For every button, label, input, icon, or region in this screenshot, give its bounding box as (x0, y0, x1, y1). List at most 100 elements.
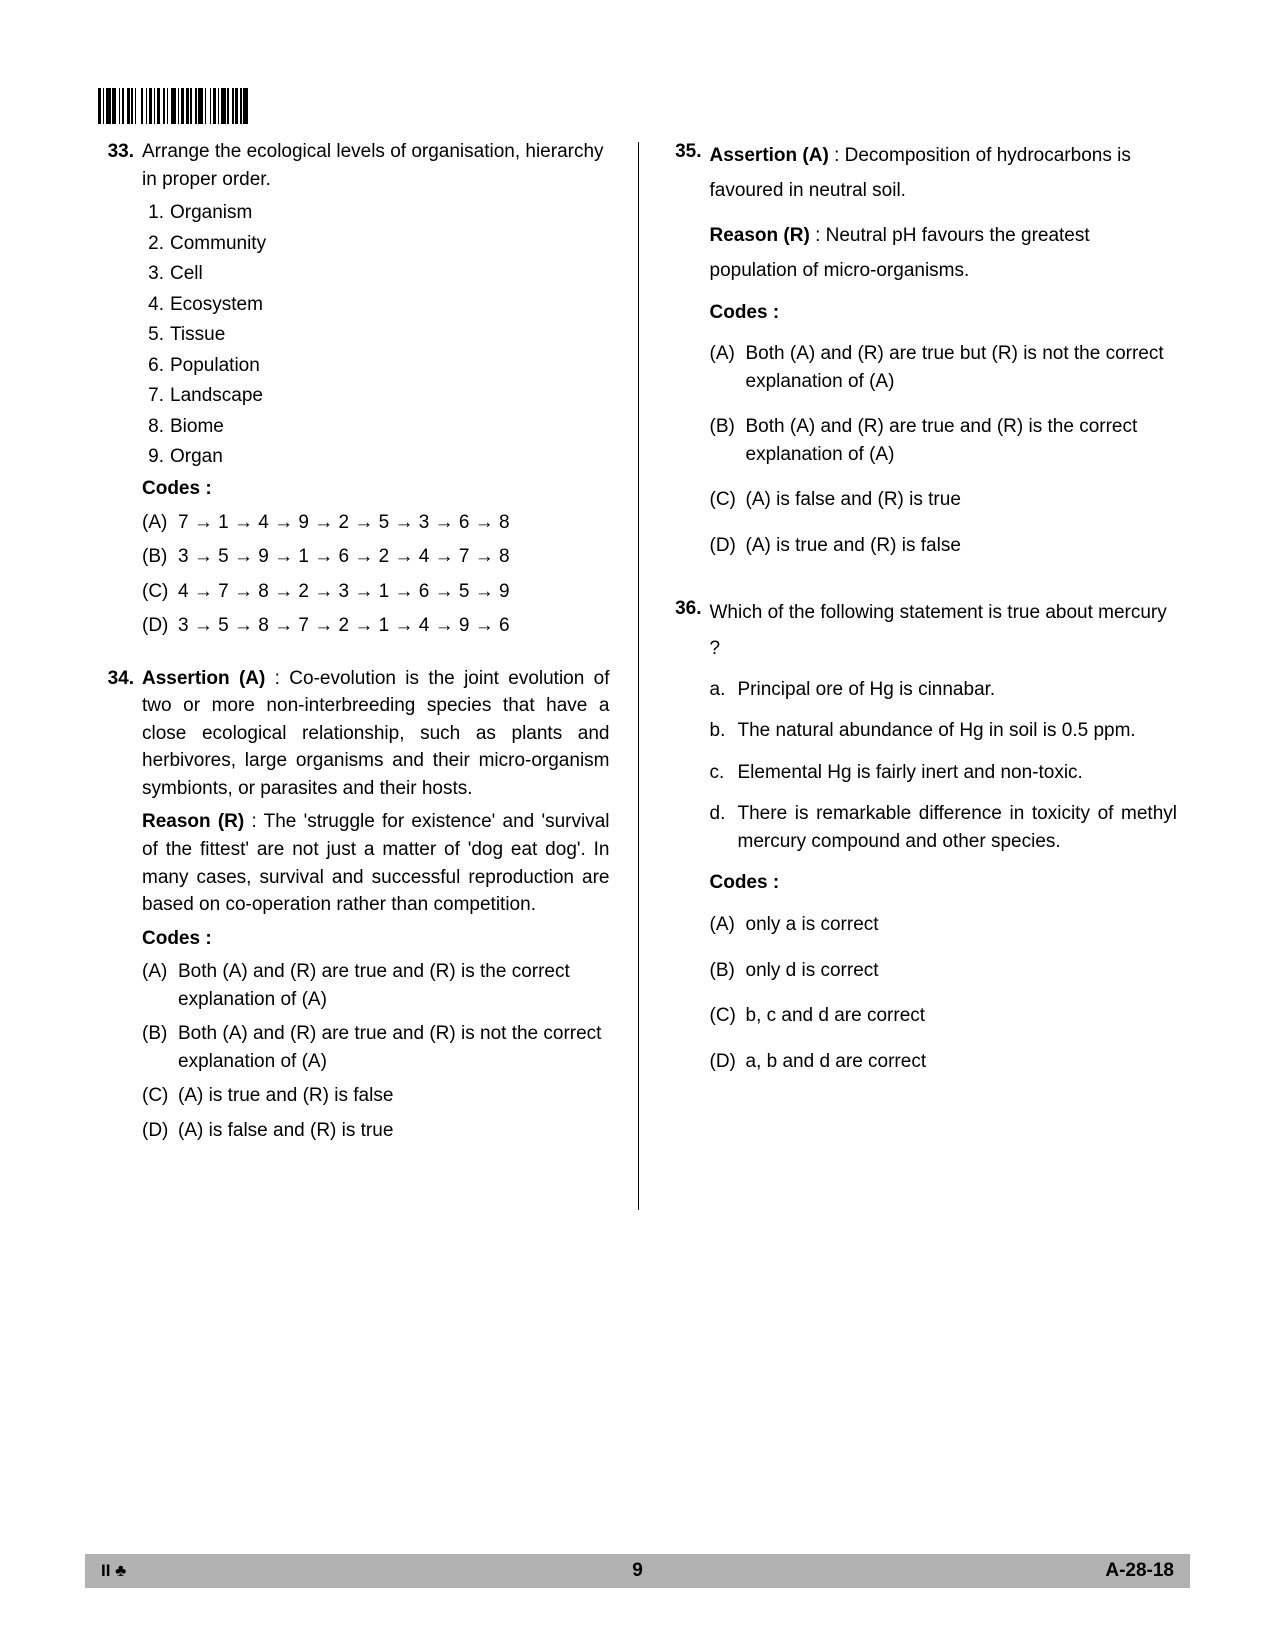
list-item: 3.Cell (142, 260, 610, 288)
codes-label: Codes : (710, 869, 1178, 897)
list-item: 6.Population (142, 352, 610, 380)
sub-statement: d.There is remarkable difference in toxi… (710, 800, 1178, 855)
question-36: 36. Which of the following statement is … (666, 595, 1178, 1093)
right-column: 35. Assertion (A) : Decomposition of hyd… (638, 138, 1178, 1170)
list-item: 8.Biome (142, 413, 610, 441)
assertion-label: Assertion (A) (142, 668, 265, 689)
option-text: (A) is true and (R) is false (746, 532, 1178, 560)
sub-statement: c.Elemental Hg is fairly inert and non-t… (710, 759, 1178, 787)
page-number: 9 (85, 1557, 1190, 1585)
option-text: 3 → 5 → 8 → 7 → 2 → 1 → 4 → 9 → 6 (178, 612, 610, 640)
codes-label: Codes : (142, 925, 610, 953)
question-33: 33. Arrange the ecological levels of org… (98, 138, 610, 647)
reason-label: Reason (R) (710, 225, 810, 246)
option-label: (C) (710, 486, 746, 514)
question-35: 35. Assertion (A) : Decomposition of hyd… (666, 138, 1178, 577)
sub-label: c. (710, 759, 738, 787)
option: (B)Both (A) and (R) are true and (R) is … (142, 1020, 610, 1075)
question-body: Assertion (A) : Co-evolution is the join… (142, 665, 610, 1152)
option-text: Both (A) and (R) are true and (R) is the… (746, 413, 1178, 468)
option: (C)(A) is false and (R) is true (710, 486, 1178, 514)
option-text: Both (A) and (R) are true and (R) is the… (178, 958, 610, 1013)
sub-text: Principal ore of Hg is cinnabar. (738, 676, 1178, 704)
sub-statements: a.Principal ore of Hg is cinnabar.b.The … (710, 676, 1178, 856)
option: (B)3 → 5 → 9 → 1 → 6 → 2 → 4 → 7 → 8 (142, 543, 610, 571)
option-label: (D) (710, 1048, 746, 1076)
item-number: 7. (142, 382, 170, 410)
item-number: 2. (142, 230, 170, 258)
option: (A)7 → 1 → 4 → 9 → 2 → 5 → 3 → 6 → 8 (142, 509, 610, 537)
option-label: (A) (142, 509, 178, 537)
list-item: 9.Organ (142, 443, 610, 471)
sub-label: a. (710, 676, 738, 704)
reason-label: Reason (R) (142, 811, 244, 832)
option-text: only a is correct (746, 911, 1178, 939)
assertion-label: Assertion (A) (710, 145, 829, 166)
option-text: 4 → 7 → 8 → 2 → 3 → 1 → 6 → 5 → 9 (178, 578, 610, 606)
option-text: (A) is true and (R) is false (178, 1082, 610, 1110)
assertion-text: Assertion (A) : Decomposition of hydroca… (710, 138, 1178, 208)
item-text: Biome (170, 413, 224, 441)
item-number: 8. (142, 413, 170, 441)
item-number: 3. (142, 260, 170, 288)
option: (C)4 → 7 → 8 → 2 → 3 → 1 → 6 → 5 → 9 (142, 578, 610, 606)
list-item: 7.Landscape (142, 382, 610, 410)
option-label: (B) (142, 543, 178, 571)
sub-label: b. (710, 717, 738, 745)
option-text: a, b and d are correct (746, 1048, 1178, 1076)
option: (C)b, c and d are correct (710, 1002, 1178, 1030)
option-label: (C) (142, 1082, 178, 1110)
item-number: 6. (142, 352, 170, 380)
column-divider (638, 142, 640, 1210)
option: (D)3 → 5 → 8 → 7 → 2 → 1 → 4 → 9 → 6 (142, 612, 610, 640)
option: (A)Both (A) and (R) are true but (R) is … (710, 340, 1178, 395)
option: (D)(A) is true and (R) is false (710, 532, 1178, 560)
option: (D)(A) is false and (R) is true (142, 1117, 610, 1145)
item-text: Ecosystem (170, 291, 263, 319)
sub-text: The natural abundance of Hg in soil is 0… (738, 717, 1178, 745)
options-list: (A)7 → 1 → 4 → 9 → 2 → 5 → 3 → 6 → 8(B)3… (142, 509, 610, 640)
option-label: (C) (142, 578, 178, 606)
item-text: Population (170, 352, 260, 380)
option-label: (D) (142, 1117, 178, 1145)
option: (A)only a is correct (710, 911, 1178, 939)
sub-statement: b.The natural abundance of Hg in soil is… (710, 717, 1178, 745)
option-label: (B) (142, 1020, 178, 1075)
option-label: (A) (142, 958, 178, 1013)
option-text: only d is correct (746, 957, 1178, 985)
option-label: (A) (710, 340, 746, 395)
option: (D)a, b and d are correct (710, 1048, 1178, 1076)
codes-label: Codes : (710, 299, 1178, 327)
question-body: Arrange the ecological levels of organis… (142, 138, 610, 647)
reason-text: Reason (R) : The 'struggle for existence… (142, 808, 610, 918)
question-number: 36. (666, 595, 710, 1093)
numbered-list: 1.Organism 2.Community3.Cell 4.Ecosystem5.… (142, 199, 610, 471)
exam-page: 33. Arrange the ecological levels of org… (0, 0, 1275, 1650)
question-body: Which of the following statement is true… (710, 595, 1178, 1093)
option-label: (B) (710, 413, 746, 468)
option-label: (D) (710, 532, 746, 560)
question-stem: Which of the following statement is true… (710, 595, 1178, 665)
option-text: (A) is false and (R) is true (746, 486, 1178, 514)
option-text: Both (A) and (R) are true but (R) is not… (746, 340, 1178, 395)
question-number: 34. (98, 665, 142, 1152)
list-item: 4.Ecosystem (142, 291, 610, 319)
barcode (98, 88, 1177, 124)
option-text: 7 → 1 → 4 → 9 → 2 → 5 → 3 → 6 → 8 (178, 509, 610, 537)
list-item: 2.Community (142, 230, 610, 258)
question-34: 34. Assertion (A) : Co-evolution is the … (98, 665, 610, 1152)
item-text: Tissue (170, 321, 225, 349)
item-number: 4. (142, 291, 170, 319)
item-number: 1. (142, 199, 170, 227)
left-column: 33. Arrange the ecological levels of org… (98, 138, 638, 1170)
list-item: 5.Tissue (142, 321, 610, 349)
options-list: (A)Both (A) and (R) are true but (R) is … (710, 340, 1178, 559)
sub-text: Elemental Hg is fairly inert and non-tox… (738, 759, 1178, 787)
options-list: (A)only a is correct(B)only d is correct… (710, 911, 1178, 1075)
option-label: (A) (710, 911, 746, 939)
list-item: 1.Organism (142, 199, 610, 227)
codes-label: Codes : (142, 475, 610, 503)
option: (B)Both (A) and (R) are true and (R) is … (710, 413, 1178, 468)
item-text: Landscape (170, 382, 263, 410)
option: (A)Both (A) and (R) are true and (R) is … (142, 958, 610, 1013)
